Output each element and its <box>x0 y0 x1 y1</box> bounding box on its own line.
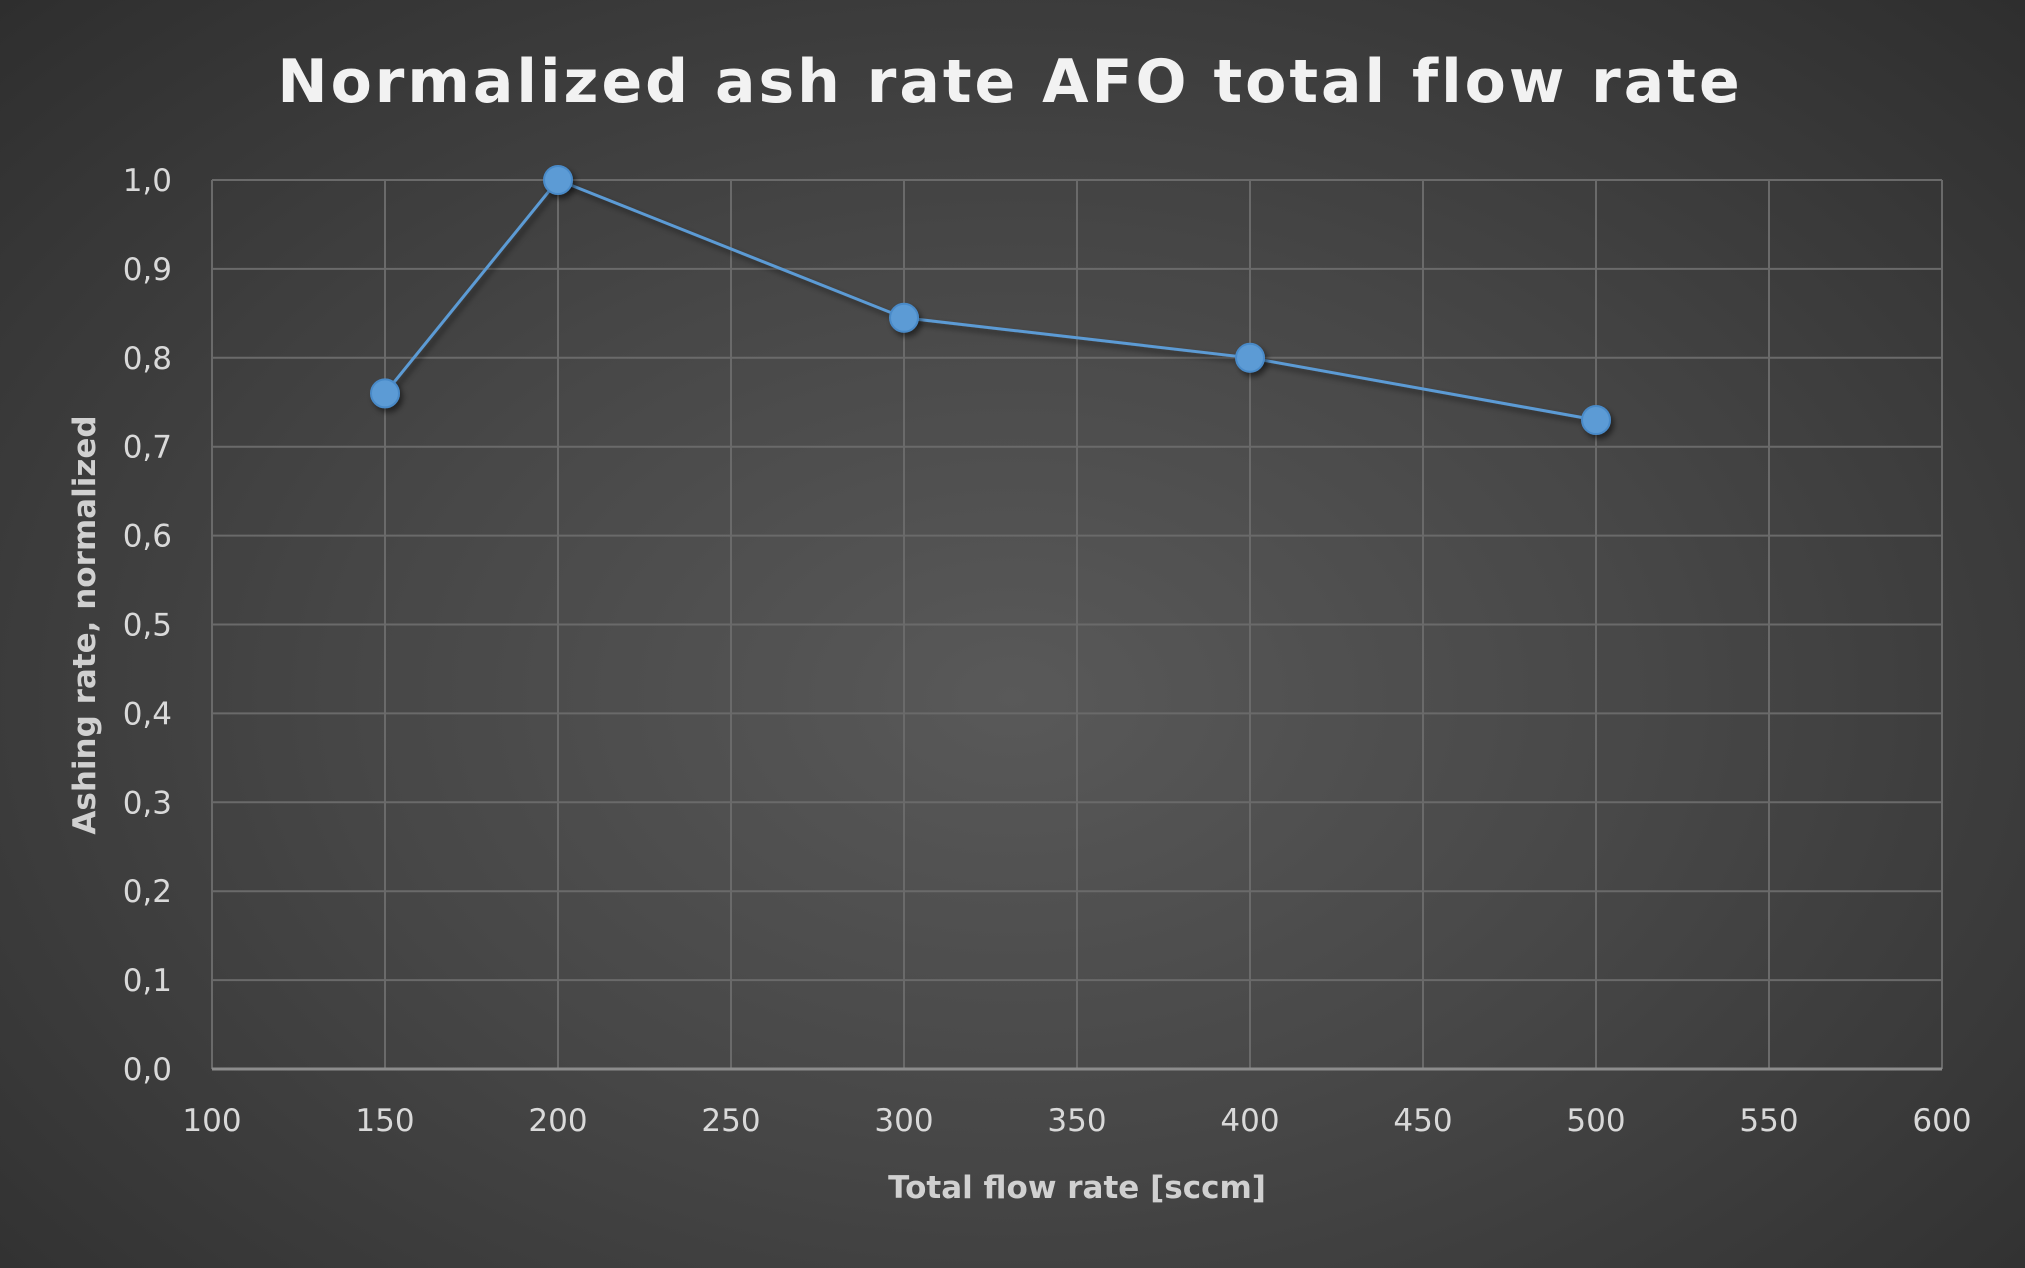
y-tick-label: 0,7 <box>123 430 172 466</box>
y-tick-label: 0,2 <box>123 874 172 910</box>
y-tick-label: 0,3 <box>123 785 172 821</box>
x-tick-label: 500 <box>1566 1103 1625 1139</box>
x-tick-label: 300 <box>874 1103 933 1139</box>
y-tick-label: 0,0 <box>123 1052 172 1088</box>
data-point <box>1581 405 1611 436</box>
x-tick-label: 250 <box>701 1103 760 1139</box>
y-tick-label: 0,5 <box>123 608 172 644</box>
series <box>370 165 1611 436</box>
grid <box>211 179 1943 1071</box>
y-tick-label: 0,4 <box>123 696 172 732</box>
y-axis-label: Ashing rate, normalized <box>67 415 103 834</box>
y-tick-label: 0,9 <box>123 252 172 288</box>
x-axis-label: Total flow rate [sccm] <box>888 1170 1266 1206</box>
y-axis-ticks: 0,0 0,1 0,2 0,3 0,4 0,5 0,6 0,7 0,8 0,9 1,0 <box>123 163 172 1088</box>
x-tick-label: 150 <box>355 1103 414 1139</box>
x-tick-label: 200 <box>528 1103 587 1139</box>
data-point <box>1235 342 1265 373</box>
y-tick-label: 1,0 <box>123 163 172 199</box>
x-tick-label: 450 <box>1393 1103 1452 1139</box>
x-tick-label: 550 <box>1739 1103 1798 1139</box>
series-line <box>383 178 1597 422</box>
data-point <box>889 302 919 333</box>
x-tick-label: 600 <box>1912 1103 1971 1139</box>
chart-title: Normalized ash rate AFO total flow rate <box>277 47 1742 117</box>
y-tick-label: 0,1 <box>123 963 172 999</box>
x-axis-ticks: 100 150 200 250 300 350 400 450 500 550 600 <box>182 1103 1971 1139</box>
data-point <box>370 378 400 409</box>
y-tick-label: 0,8 <box>123 341 172 377</box>
x-tick-label: 400 <box>1220 1103 1279 1139</box>
y-tick-label: 0,6 <box>123 519 172 555</box>
x-tick-label: 100 <box>182 1103 241 1139</box>
x-tick-label: 350 <box>1047 1103 1106 1139</box>
data-point <box>543 165 573 195</box>
